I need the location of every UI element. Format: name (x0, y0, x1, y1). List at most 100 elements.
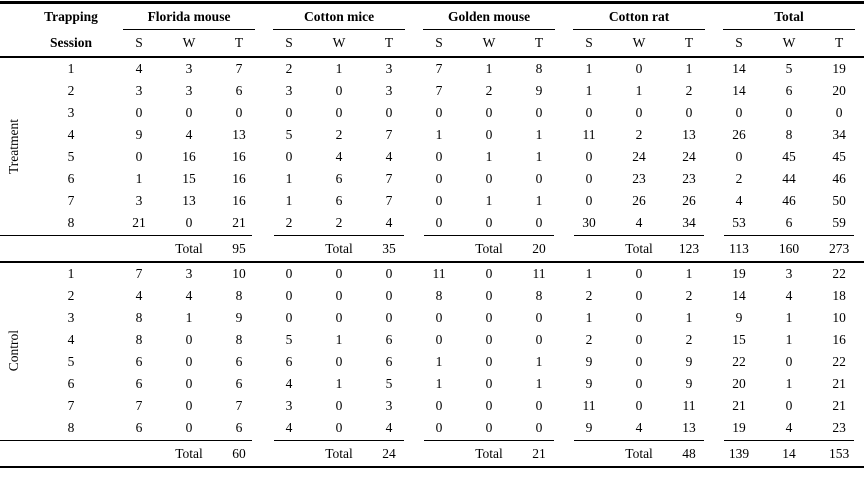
empty-cell (0, 442, 114, 468)
table-row: 5 0 16 16 0 4 4 0 1 1 0 24 24 0 45 45 (0, 146, 864, 168)
count-cell: 7 (385, 193, 393, 208)
count-cell: 0 (185, 105, 193, 120)
count-cell: 0 (185, 420, 193, 435)
totals-rule-row (0, 234, 864, 237)
divider-segment (0, 234, 264, 237)
count-cell: 4 (385, 215, 393, 230)
count-cell: 0 (485, 420, 493, 435)
count-cell: 15 (182, 171, 196, 186)
count-cell: 2 (585, 332, 593, 347)
empty-cell (114, 442, 164, 468)
count-cell: 1 (685, 266, 693, 281)
count-cell: 14 (732, 61, 746, 76)
count-cell: 1 (535, 127, 543, 142)
count-cell: 0 (435, 215, 443, 230)
count-cell: 5 (385, 376, 393, 391)
count-cell: 0 (135, 149, 143, 164)
count-cell: 0 (835, 105, 843, 120)
count-cell: 4 (185, 288, 193, 303)
count-cell: 8 (135, 310, 143, 325)
count-cell: 4 (385, 149, 393, 164)
count-cell: 7 (385, 127, 393, 142)
count-cell: 2 (335, 215, 343, 230)
count-cell: 1 (635, 83, 643, 98)
count-cell: 0 (535, 215, 543, 230)
count-cell: 34 (832, 127, 846, 142)
count-cell: 0 (185, 376, 193, 391)
count-cell: 9 (735, 310, 743, 325)
count-cell: 0 (185, 332, 193, 347)
count-cell: 21 (232, 215, 246, 230)
count-cell: 4 (785, 420, 793, 435)
count-cell: 6 (235, 420, 243, 435)
count-cell: 3 (285, 83, 293, 98)
table-row: 7 3 13 16 1 6 7 0 1 1 0 26 26 4 46 50 (0, 190, 864, 212)
empty-cell (264, 237, 314, 263)
total-label: Total (314, 442, 364, 468)
session-cell: 1 (67, 266, 75, 281)
count-cell: 0 (285, 149, 293, 164)
count-cell: 16 (232, 149, 246, 164)
grand-total-value: 14 (764, 442, 815, 468)
count-cell: 16 (232, 193, 246, 208)
count-cell: 9 (585, 376, 593, 391)
session-cell: 2 (67, 83, 75, 98)
subheader-t: T (214, 30, 264, 58)
count-cell: 1 (535, 193, 543, 208)
count-cell: 0 (485, 105, 493, 120)
divider-line (274, 234, 405, 237)
count-cell: 0 (485, 288, 493, 303)
count-cell: 0 (685, 105, 693, 120)
count-cell: 0 (335, 83, 343, 98)
subheader-t: T (514, 30, 565, 58)
count-cell: 0 (185, 398, 193, 413)
count-cell: 6 (235, 354, 243, 369)
grand-total-value: 139 (714, 442, 765, 468)
grand-total-value: 153 (814, 442, 864, 468)
count-cell: 1 (785, 310, 793, 325)
count-cell: 4 (735, 193, 743, 208)
subheader-w: W (764, 30, 815, 58)
count-cell: 0 (485, 398, 493, 413)
count-cell: 0 (535, 310, 543, 325)
count-cell: 6 (135, 354, 143, 369)
count-cell: 9 (535, 83, 543, 98)
subheader-s: S (114, 30, 164, 58)
count-cell: 16 (832, 332, 846, 347)
count-cell: 9 (585, 420, 593, 435)
count-cell: 8 (235, 288, 243, 303)
subheader-s: S (264, 30, 314, 58)
subheader-t: T (814, 30, 864, 58)
section-label-control: Control (0, 262, 28, 439)
count-cell: 22 (732, 354, 746, 369)
divider-segment (714, 439, 864, 442)
count-cell: 0 (635, 376, 643, 391)
table-row: 8 21 0 21 2 2 4 0 0 0 30 4 34 53 6 59 (0, 212, 864, 234)
count-cell: 0 (435, 420, 443, 435)
group-header-golden-mouse: Golden mouse (414, 3, 564, 30)
count-cell: 13 (232, 127, 246, 142)
empty-cell (114, 237, 164, 263)
count-cell: 14 (732, 288, 746, 303)
count-cell: 0 (485, 127, 493, 142)
section-totals-row: Total 95 Total 35 Total 20 Total 123 113 160 273 (0, 237, 864, 263)
total-label: Total (314, 237, 364, 263)
count-cell: 0 (185, 354, 193, 369)
count-cell: 0 (385, 288, 393, 303)
section-totals-row: Total 60 Total 24 Total 21 Total 48 139 14 153 (0, 442, 864, 468)
count-cell: 0 (285, 310, 293, 325)
subheader-s: S (564, 30, 615, 58)
table-row: 3 8 1 9 0 0 0 0 0 0 1 0 1 9 1 10 (0, 307, 864, 329)
count-cell: 2 (635, 127, 643, 142)
count-cell: 4 (285, 420, 293, 435)
count-cell: 21 (832, 376, 846, 391)
count-cell: 0 (285, 266, 293, 281)
divider-line (574, 234, 705, 237)
count-cell: 11 (532, 266, 546, 281)
count-cell: 0 (535, 332, 543, 347)
count-cell: 6 (335, 193, 343, 208)
table-row: 4 8 0 8 5 1 6 0 0 0 2 0 2 15 1 16 (0, 329, 864, 351)
count-cell: 0 (435, 398, 443, 413)
count-cell: 0 (335, 310, 343, 325)
count-cell: 53 (732, 215, 746, 230)
